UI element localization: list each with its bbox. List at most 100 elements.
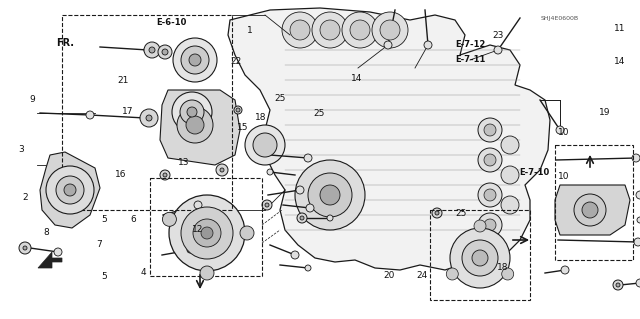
Polygon shape — [228, 8, 550, 270]
Circle shape — [162, 49, 168, 55]
Circle shape — [180, 100, 204, 124]
Circle shape — [478, 148, 502, 172]
Circle shape — [432, 208, 442, 218]
Circle shape — [144, 46, 152, 54]
Circle shape — [501, 166, 519, 184]
Circle shape — [216, 164, 228, 176]
Text: 18: 18 — [255, 113, 267, 122]
Text: 4: 4 — [141, 268, 146, 277]
Bar — [555, 145, 633, 260]
Text: 18: 18 — [497, 263, 508, 272]
Circle shape — [220, 168, 224, 172]
Circle shape — [502, 268, 514, 280]
Text: 25: 25 — [275, 94, 286, 103]
Circle shape — [380, 20, 400, 40]
Text: 2: 2 — [22, 193, 28, 202]
Circle shape — [86, 111, 94, 119]
Circle shape — [484, 189, 496, 201]
Circle shape — [304, 154, 312, 162]
Circle shape — [144, 42, 160, 58]
Circle shape — [636, 191, 640, 199]
Text: 1: 1 — [247, 26, 252, 35]
Polygon shape — [160, 90, 240, 165]
Text: 21: 21 — [117, 76, 129, 85]
Circle shape — [308, 173, 352, 217]
Circle shape — [295, 160, 365, 230]
Text: E-7-11: E-7-11 — [456, 56, 486, 64]
Circle shape — [342, 12, 378, 48]
Circle shape — [187, 247, 193, 253]
Polygon shape — [40, 152, 100, 228]
Circle shape — [574, 194, 606, 226]
Circle shape — [327, 215, 333, 221]
Circle shape — [234, 106, 242, 114]
Text: 15: 15 — [237, 123, 249, 132]
Text: 12: 12 — [192, 225, 204, 234]
Text: 25: 25 — [455, 209, 467, 218]
Text: 9: 9 — [29, 95, 35, 104]
Circle shape — [384, 41, 392, 49]
Circle shape — [450, 228, 510, 288]
Polygon shape — [555, 185, 630, 235]
Circle shape — [424, 41, 432, 49]
Circle shape — [300, 216, 304, 220]
Text: 5: 5 — [102, 215, 107, 224]
Circle shape — [193, 219, 221, 247]
Circle shape — [19, 242, 31, 254]
Circle shape — [474, 220, 486, 232]
Text: 10: 10 — [558, 128, 570, 137]
Circle shape — [172, 92, 212, 132]
Text: FR.: FR. — [56, 38, 74, 48]
Text: 20: 20 — [383, 271, 395, 280]
Text: 14: 14 — [351, 74, 362, 83]
Circle shape — [236, 108, 240, 112]
Text: 5: 5 — [102, 272, 107, 281]
Circle shape — [201, 227, 213, 239]
Circle shape — [56, 176, 84, 204]
Circle shape — [158, 45, 172, 59]
Bar — [150, 178, 262, 276]
Circle shape — [613, 280, 623, 290]
Circle shape — [296, 186, 304, 194]
Circle shape — [556, 126, 564, 134]
Circle shape — [478, 183, 502, 207]
Circle shape — [494, 46, 502, 54]
Circle shape — [312, 12, 348, 48]
Circle shape — [616, 283, 620, 287]
Circle shape — [462, 240, 498, 276]
Circle shape — [435, 211, 439, 215]
Bar — [430, 210, 530, 300]
Text: E-6-10: E-6-10 — [156, 19, 187, 27]
Text: 7: 7 — [97, 241, 102, 249]
Circle shape — [141, 114, 149, 122]
Circle shape — [163, 212, 177, 226]
Circle shape — [501, 136, 519, 154]
Circle shape — [54, 248, 62, 256]
Circle shape — [637, 217, 640, 223]
Circle shape — [634, 238, 640, 246]
Text: 16: 16 — [115, 170, 126, 179]
Text: 10: 10 — [558, 172, 570, 181]
Circle shape — [478, 118, 502, 142]
Circle shape — [484, 154, 496, 166]
Circle shape — [320, 20, 340, 40]
Circle shape — [582, 202, 598, 218]
Text: 19: 19 — [599, 108, 611, 117]
Circle shape — [472, 250, 488, 266]
Text: 6: 6 — [131, 215, 136, 224]
Text: E-7-10: E-7-10 — [520, 168, 550, 177]
Circle shape — [561, 266, 569, 274]
Text: 8: 8 — [44, 228, 49, 237]
Circle shape — [200, 266, 214, 280]
Text: E-7-12: E-7-12 — [456, 40, 486, 48]
Circle shape — [160, 170, 170, 180]
Bar — [62, 15, 232, 210]
Circle shape — [501, 196, 519, 214]
Circle shape — [306, 204, 314, 212]
Circle shape — [194, 201, 202, 209]
Circle shape — [446, 268, 458, 280]
Circle shape — [169, 195, 245, 271]
Text: 14: 14 — [614, 57, 626, 66]
Text: 24: 24 — [417, 271, 428, 280]
Circle shape — [181, 46, 209, 74]
